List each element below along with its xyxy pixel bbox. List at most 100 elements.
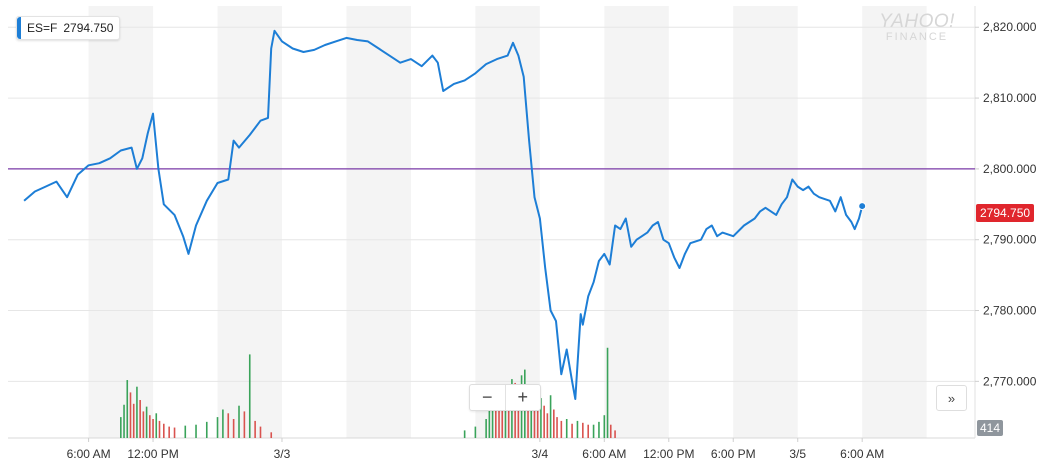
last-price-marker <box>858 202 867 211</box>
volume-bar <box>158 420 161 438</box>
volume-bar <box>553 409 555 438</box>
volume-bar <box>152 419 154 438</box>
volume-bar <box>488 401 491 438</box>
y-axis-labels: 2,770.000 2,780.000 2,790.000 2,800.000 2,81… <box>975 20 1037 388</box>
price-series <box>23 29 867 400</box>
volume-bars <box>120 347 616 438</box>
scroll-forward-button[interactable]: » <box>936 385 967 411</box>
volume-bar <box>474 426 477 438</box>
volume-bar <box>216 417 219 438</box>
x-tick-label: 6:00 AM <box>840 447 884 461</box>
volume-bar <box>556 417 558 438</box>
volume-bar <box>530 394 533 438</box>
volume-bar <box>609 424 612 438</box>
volume-bar <box>205 421 208 438</box>
volume-bar <box>136 386 138 438</box>
volume-bar <box>168 426 170 438</box>
volume-bar <box>463 430 466 438</box>
volume-bar <box>543 405 545 438</box>
zoom-in-button[interactable]: + <box>504 385 541 410</box>
volume-bar <box>603 415 606 438</box>
session-band <box>733 6 798 438</box>
volume-bar <box>155 413 158 438</box>
volume-bar <box>259 426 262 438</box>
volume-bar <box>145 406 148 438</box>
volume-bar <box>485 419 487 438</box>
session-band <box>475 6 540 438</box>
y-tick-label: 2,820.000 <box>983 20 1037 34</box>
volume-bar <box>227 413 230 438</box>
volume-bar <box>270 432 273 438</box>
x-tick-label: 12:00 PM <box>643 447 694 461</box>
volume-bar <box>571 423 573 438</box>
volume-bar <box>491 390 494 438</box>
session-band <box>88 6 154 438</box>
volume-bar <box>498 403 500 438</box>
minus-icon: − <box>481 387 493 407</box>
volume-bar <box>592 424 595 438</box>
price-line <box>23 29 864 400</box>
volume-bar <box>582 422 584 438</box>
volume-bar <box>232 419 235 438</box>
volume-bar <box>142 411 145 438</box>
volume-bar <box>587 424 589 438</box>
volume-bar <box>120 417 122 438</box>
session-band <box>346 6 411 438</box>
x-tick-label: 3/4 <box>532 447 549 461</box>
volume-bar <box>614 430 616 438</box>
volume-bar <box>549 395 552 438</box>
legend-symbol: ES=F <box>27 21 58 35</box>
volume-bar <box>606 347 609 438</box>
last-volume-tag: 414 <box>977 420 1004 436</box>
x-tick-label: 6:00 AM <box>67 447 111 461</box>
session-band <box>862 6 927 438</box>
logo-line-1: YAHOO! <box>879 11 955 32</box>
y-tick-label: 2,780.000 <box>983 304 1037 318</box>
volume-bar <box>129 392 132 438</box>
x-tick-label: 6:00 AM <box>582 447 626 461</box>
volume-bar <box>243 411 246 438</box>
volume-bar <box>560 420 563 438</box>
x-tick-label: 6:00 PM <box>711 447 756 461</box>
volume-bar <box>507 396 510 438</box>
volume-bar <box>517 390 520 438</box>
volume-bar <box>494 398 497 438</box>
volume-bar <box>162 423 165 438</box>
x-tick-label: 3/3 <box>274 447 291 461</box>
zoom-out-button[interactable]: − <box>470 385 505 410</box>
volume-bar <box>149 415 151 438</box>
last-price-tag: 2794.750 <box>976 204 1035 222</box>
volume-bar <box>546 413 549 438</box>
x-tick-label: 12:00 PM <box>127 447 178 461</box>
volume-bar <box>527 400 529 438</box>
volume-bar <box>195 424 197 438</box>
volume-bar <box>238 405 240 438</box>
volume-bar <box>533 401 536 438</box>
volume-bar <box>598 421 600 438</box>
volume-bar <box>536 409 539 438</box>
legend-value: 2794.750 <box>63 21 114 35</box>
yahoo-finance-logo: YAHOO! FINANCE <box>862 12 972 43</box>
volume-bar <box>132 403 135 438</box>
x-tick-label: 3/5 <box>789 447 806 461</box>
volume-bar <box>139 400 141 438</box>
legend-color-swatch <box>17 17 21 39</box>
series-legend[interactable]: ES=F 2794.750 <box>16 16 121 40</box>
zoom-controls: − + <box>469 384 541 411</box>
logo-line-2: FINANCE <box>885 31 949 43</box>
y-tick-label: 2,770.000 <box>983 374 1037 388</box>
session-band <box>604 6 669 438</box>
volume-bar <box>126 380 129 438</box>
volume-bar <box>504 385 507 438</box>
session-bands <box>88 6 927 438</box>
y-tick-label: 2,810.000 <box>983 91 1037 105</box>
volume-bar <box>540 398 542 438</box>
y-tick-label: 2,790.000 <box>983 233 1037 247</box>
volume-bar <box>576 420 579 438</box>
double-chevron-right-icon: » <box>947 390 956 406</box>
y-tick-label: 2,800.000 <box>983 162 1037 176</box>
volume-bar <box>501 409 504 438</box>
volume-bar <box>222 409 224 438</box>
